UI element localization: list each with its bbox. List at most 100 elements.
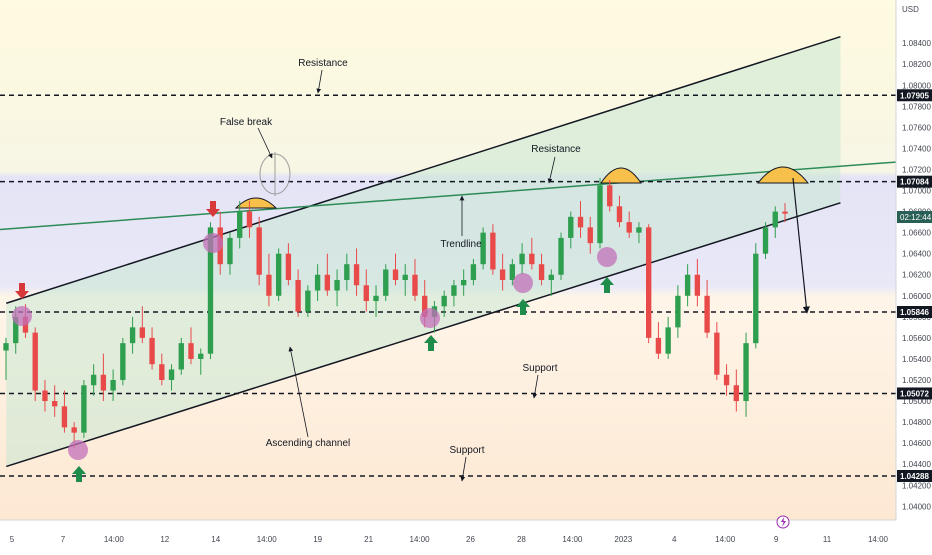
candle-body [334,280,340,291]
candle-body [275,253,282,296]
candle-body [168,369,175,380]
candle-body [762,227,769,254]
candle-body [363,285,369,302]
time-axis-tick: 11 [823,535,832,544]
price-axis-tick: 1.05200 [902,376,931,385]
annotation-support-mid: Support [522,363,557,374]
candle-body [743,343,749,402]
candle-body [529,253,535,265]
candle-body [509,264,516,280]
annotation-ascending-channel: Ascending channel [266,438,351,449]
touch-marker [597,247,617,267]
green-up-arrow [424,335,438,351]
candle-body [71,427,77,433]
annotation-resistance-top: Resistance [298,58,348,69]
annotation-support-bottom: Support [449,445,484,456]
candle-body [753,253,759,344]
candle-body [499,269,506,280]
price-axis-tick: 1.04000 [902,502,931,511]
time-axis-tick: 14:00 [104,535,125,544]
time-axis-tick: 4 [672,535,677,544]
candle-body [42,390,48,402]
ascending-channel-pointer [288,346,309,438]
candle-body [129,327,136,344]
candle-body [412,274,418,296]
candle-body [13,316,19,344]
channel-lower-line [6,202,841,468]
annotation-trendline: Trendline [440,239,482,250]
candle-body [159,364,165,380]
candle-body [324,274,331,291]
price-level-tag [897,175,932,188]
candle-body [266,274,272,296]
candle-body [353,264,360,286]
candle-body [32,332,38,391]
price-axis-tick: 1.05600 [902,334,931,343]
time-axis-tick: 2023 [614,535,632,544]
candle-body [237,211,243,238]
price-axis-tick: 1.04200 [902,481,931,490]
price-level-tag [897,306,932,318]
candle-body [655,337,662,354]
candle-body [314,274,321,291]
price-axis-tick: 1.05000 [902,397,931,406]
annotation-false-break: False break [220,117,273,128]
candle-body [285,253,292,280]
candle-body [90,374,97,386]
price-axis-tick: 1.08400 [902,39,931,48]
candle-body [558,237,564,275]
candle-body [402,274,408,280]
time-axis-tick: 5 [10,535,15,544]
candle-body [577,216,584,228]
candle-body [188,343,194,359]
candle-body [246,211,253,228]
trendline [0,161,897,231]
price-level-tag [897,89,932,102]
ascending-channel-fill [6,36,841,467]
time-axis-tick: 21 [364,535,373,544]
candle-body [120,343,126,380]
price-axis-tick: 1.06400 [902,250,931,259]
touch-marker [12,306,32,326]
candle-body [568,216,574,238]
price-level-tags: 1.07905 1.07084 1.05846 1.05072 1.04288 [897,89,932,482]
price-level-tag-label: 1.05072 [900,389,929,398]
price-axis-tick: 1.08000 [902,81,931,90]
time-axis-tick: 14:00 [562,535,583,544]
false-break-pointer [257,127,273,159]
price-level-tag-label: 1.07084 [900,178,929,187]
price-level-tag [897,470,932,482]
time-axis-tick: 14:00 [715,535,736,544]
price-axis-tick: 1.07400 [902,144,931,153]
candle-body [149,337,155,365]
price-axis-tick: 1.07800 [902,102,931,111]
time-axis-tick: 14 [211,535,220,544]
candle-body [597,185,603,244]
time-axis-tick: 14:00 [410,535,431,544]
candle-body [733,385,739,402]
green-up-arrow [600,277,614,293]
candle-body [607,185,613,207]
time-axis-tick: 28 [517,535,526,544]
red-down-arrow [206,201,220,217]
support-mid-pointer [532,374,539,399]
candle-body [110,380,116,391]
price-axis-tick: 1.04800 [902,418,931,427]
projection-arrow [792,177,810,314]
candle-body [227,237,233,265]
candle-body [305,290,311,312]
candle-body [587,227,593,244]
price-axis-tick: 1.07000 [902,187,931,196]
touch-marker [420,308,440,328]
candle-body [198,353,204,359]
candle-body [256,227,262,275]
candle-body [295,280,301,312]
candle-body [694,274,701,296]
touch-marker [203,233,223,253]
lightning-icon[interactable] [776,515,790,529]
price-axis-tick: 1.04400 [902,460,931,469]
candles [3,177,788,449]
candle-body [470,264,477,280]
candle-body [207,227,214,354]
resistance-arc-1 [600,167,642,184]
